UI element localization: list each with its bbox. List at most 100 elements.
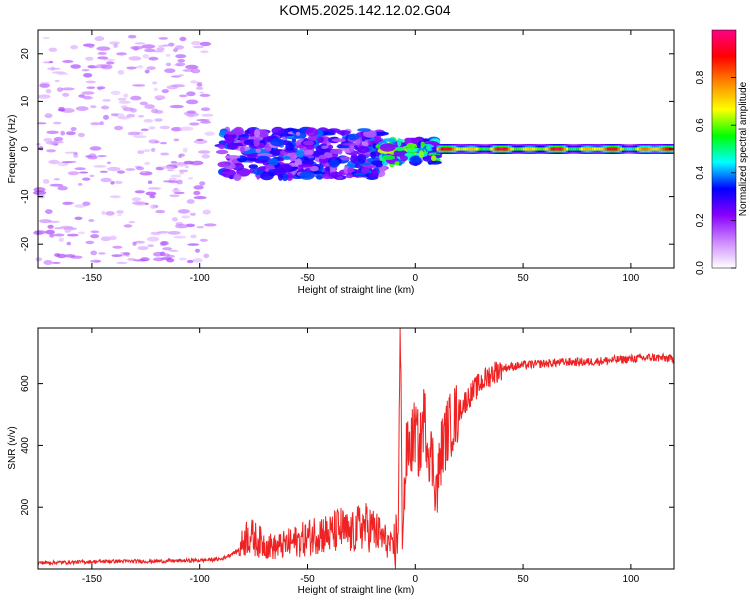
heatmap-cell-noise bbox=[152, 257, 165, 262]
heatmap-cell-noise bbox=[37, 94, 51, 99]
heatmap-cell-noise bbox=[47, 224, 54, 229]
heatmap-cell-noise bbox=[47, 67, 61, 70]
heatmap-cell-noise bbox=[137, 150, 145, 155]
heatmap-cell-noise bbox=[130, 45, 144, 50]
heatmap-cell-noise bbox=[88, 44, 94, 49]
heatmap-cell-onset-cluster bbox=[268, 158, 279, 166]
heatmap-cell-noise bbox=[74, 167, 86, 171]
heatmap-cell-onset-cluster bbox=[342, 142, 358, 147]
heatmap-cell-noise bbox=[169, 104, 184, 109]
colorbar-tick-label: 0.6 bbox=[695, 118, 706, 132]
heatmap-cell-noise bbox=[162, 44, 170, 47]
heatmap-cell-noise bbox=[83, 73, 93, 78]
heatmap-cell-main-line-core bbox=[611, 147, 614, 151]
heatmap-cell-pre-main bbox=[418, 150, 424, 159]
heatmap-cell-noise bbox=[199, 181, 206, 186]
heatmap-cell-onset-cluster bbox=[248, 164, 258, 170]
y-tick-label: 200 bbox=[20, 498, 31, 515]
heatmap-cell-noise bbox=[170, 174, 182, 178]
heatmap-cell-noise bbox=[102, 99, 111, 102]
heatmap-cell-noise bbox=[193, 196, 207, 200]
heatmap-cell-main-line-core bbox=[477, 147, 481, 151]
heatmap-cell-main-line-core bbox=[667, 147, 670, 151]
heatmap-cell-noise bbox=[108, 41, 121, 45]
heatmap-cell-main-line-core bbox=[535, 147, 539, 151]
heatmap-cell-noise bbox=[149, 194, 156, 199]
colorbar-tick-label: 0.4 bbox=[695, 165, 706, 179]
heatmap-cell-main-line-core bbox=[458, 147, 461, 151]
heatmap-cell-onset-cluster bbox=[367, 158, 374, 163]
heatmap-cell-noise bbox=[81, 91, 95, 95]
heatmap-cell-onset-cluster bbox=[353, 172, 367, 176]
heatmap-cell-noise bbox=[156, 47, 165, 51]
heatmap-cell-noise bbox=[186, 199, 195, 204]
heatmap-cell-noise bbox=[71, 160, 77, 163]
heatmap-cell-onset-cluster bbox=[371, 168, 378, 177]
heatmap-cell-onset-cluster bbox=[303, 149, 314, 156]
heatmap-cell-main-line-core bbox=[622, 147, 625, 151]
heatmap-cell-main-line-core bbox=[598, 147, 601, 151]
heatmap-cell-pre-main bbox=[404, 152, 415, 157]
heatmap-cell-main-line-core bbox=[656, 147, 660, 151]
heatmap-cell-main-line-core bbox=[581, 147, 584, 151]
heatmap-cell-onset-cluster bbox=[259, 171, 274, 181]
heatmap-cell-noise bbox=[204, 223, 217, 227]
heatmap-cell-noise bbox=[110, 113, 119, 117]
heatmap-cell-noise bbox=[125, 168, 136, 171]
heatmap-cell-onset-cluster bbox=[347, 167, 355, 174]
heatmap-cell-noise bbox=[179, 172, 184, 175]
heatmap-cell-onset-cluster bbox=[328, 171, 343, 178]
heatmap-cell-main-line-core bbox=[537, 147, 541, 151]
heatmap-cell-main-line-core bbox=[466, 147, 470, 151]
heatmap-cell-main-line-core bbox=[490, 147, 494, 151]
heatmap-cell-noise bbox=[161, 89, 169, 94]
heatmap-cell-main-line-core bbox=[662, 147, 666, 151]
heatmap-cell-noise bbox=[49, 233, 55, 238]
heatmap-cell-pre-main bbox=[420, 141, 425, 148]
heatmap-cell-noise bbox=[176, 179, 183, 185]
colorbar-tick-label: 0.0 bbox=[695, 261, 706, 275]
heatmap-cell-noise bbox=[64, 228, 72, 233]
heatmap-cell-noise bbox=[53, 121, 62, 125]
heatmap-cell-main-line-core bbox=[626, 147, 630, 151]
colorbar-gradient bbox=[711, 29, 737, 269]
heatmap-cell-onset-cluster bbox=[253, 138, 260, 147]
heatmap-cell-noise bbox=[196, 83, 203, 87]
heatmap-cell-noise bbox=[110, 90, 121, 96]
x-tick-label: -100 bbox=[190, 574, 210, 585]
heatmap-cell-pre-main bbox=[382, 155, 395, 160]
spectrogram-x-axis-label: Height of straight line (km) bbox=[298, 285, 415, 296]
heatmap-cell-main-line-core bbox=[445, 147, 448, 151]
heatmap-cell-noise bbox=[199, 93, 211, 97]
heatmap-cell-noise bbox=[181, 215, 190, 219]
heatmap-cell-main-line-core bbox=[501, 147, 504, 151]
heatmap-cell-main-line-core bbox=[486, 147, 489, 151]
heatmap-cell-onset-cluster bbox=[340, 130, 345, 136]
heatmap-cell-noise bbox=[202, 209, 211, 215]
heatmap-cell-onset-cluster bbox=[354, 163, 361, 169]
heatmap-cell-main-line-core bbox=[440, 147, 444, 151]
heatmap-cell-onset-cluster bbox=[295, 131, 301, 136]
heatmap-cell-noise bbox=[51, 261, 61, 264]
heatmap-cell-onset-cluster bbox=[302, 160, 315, 166]
snr-x-ticks: -150 -100 -50 0 50 100 bbox=[82, 328, 640, 585]
heatmap-cell-main-line-core bbox=[578, 147, 582, 151]
heatmap-cell-noise bbox=[178, 169, 189, 173]
heatmap-cell-noise bbox=[106, 161, 112, 165]
heatmap-cell-noise bbox=[106, 61, 115, 65]
heatmap-cell-noise bbox=[53, 233, 65, 237]
heatmap-cell-main-line-core bbox=[460, 147, 464, 151]
heatmap-cell-noise bbox=[127, 258, 137, 261]
heatmap-cell-noise bbox=[114, 125, 124, 131]
colorbar-label: Normalized spectral amplitude bbox=[738, 81, 749, 216]
heatmap-cell-noise bbox=[74, 204, 87, 208]
heatmap-cell-noise bbox=[38, 146, 44, 151]
x-tick-label: 100 bbox=[623, 273, 640, 284]
heatmap-cell-noise bbox=[171, 189, 181, 193]
heatmap-cell-onset-cluster bbox=[309, 165, 319, 172]
heatmap-cell-pre-main bbox=[382, 138, 396, 142]
heatmap-cell-noise bbox=[196, 138, 204, 141]
heatmap-cell-onset-cluster bbox=[361, 167, 370, 174]
heatmap-cell-noise bbox=[40, 81, 51, 84]
heatmap-cell-noise bbox=[62, 92, 70, 97]
